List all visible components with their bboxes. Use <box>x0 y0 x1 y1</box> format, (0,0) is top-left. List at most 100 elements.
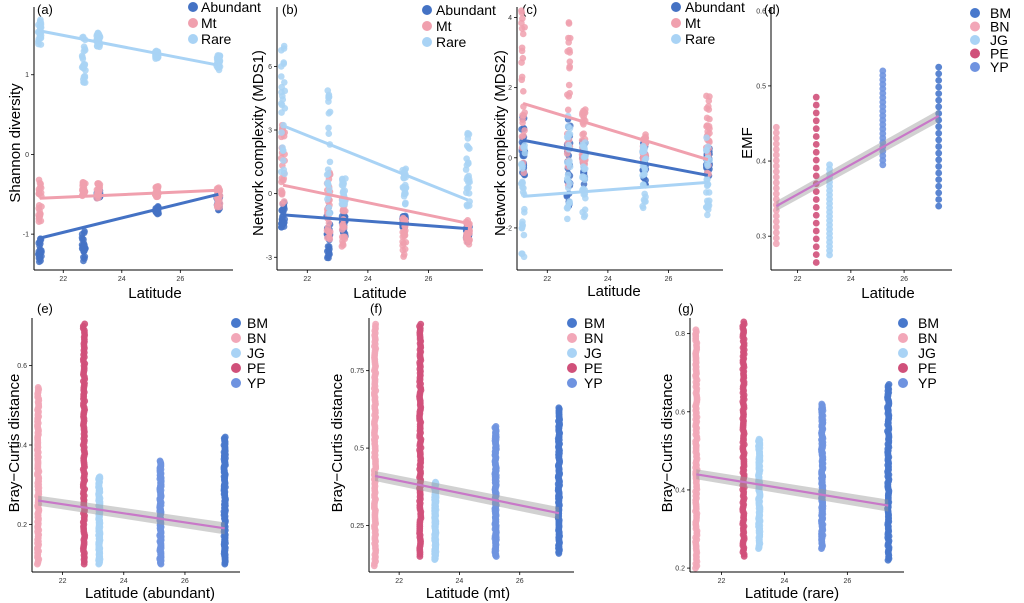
legend-label-bn: BN <box>247 330 266 346</box>
legend-label-jg: JG <box>990 32 1008 48</box>
data-point-mt <box>280 175 288 182</box>
data-point-mt <box>36 213 43 220</box>
legend-key-bn <box>231 333 241 343</box>
data-point-rare <box>563 175 571 182</box>
legend-label-abundant: Abundant <box>436 2 496 18</box>
legend-label-yp: YP <box>918 375 937 391</box>
data-point-jg <box>826 161 833 169</box>
legend-key-mt <box>422 21 432 31</box>
data-point-rare <box>521 149 529 157</box>
data-point-rare <box>325 185 333 193</box>
legend-label-rare: Rare <box>685 31 716 47</box>
legend-key-pe <box>970 48 980 59</box>
data-point-rare <box>326 158 334 166</box>
fit-line-rare <box>282 124 469 202</box>
data-point-bn <box>772 146 780 153</box>
data-point-bm <box>935 90 943 97</box>
x-tick-label: 24 <box>847 276 855 283</box>
x-tick-label: 26 <box>665 276 673 283</box>
data-point-bn <box>772 151 780 159</box>
fit-line <box>696 473 889 507</box>
data-point-abundant <box>80 229 88 237</box>
x-tick-label: 26 <box>843 578 851 585</box>
legend-label-bn: BN <box>990 19 1009 35</box>
data-point-mt <box>216 196 223 204</box>
data-point-rare <box>581 206 589 213</box>
y-axis-label: Bray−Curtis distance <box>329 374 346 513</box>
data-point-rare <box>279 147 287 154</box>
data-point-bn <box>372 320 380 328</box>
data-point-rare <box>324 87 332 94</box>
data-point-rare <box>581 165 589 172</box>
fit-line-abundant <box>282 213 468 231</box>
data-point-rare <box>703 134 710 141</box>
data-point-rare <box>401 200 409 208</box>
y-tick-label: 0.6 <box>756 8 766 15</box>
data-point-abundant <box>36 238 44 245</box>
data-point-rare <box>279 157 287 164</box>
data-point-pe <box>812 117 820 125</box>
plot-area: 22 24 26 0.2 0.4 0.6 <box>17 318 240 585</box>
legend-key-bm <box>231 318 241 328</box>
data-point-abundant <box>80 257 87 265</box>
y-tick-label: 1 <box>25 72 29 79</box>
data-point-rare <box>702 203 710 211</box>
data-point-bn <box>772 229 780 237</box>
data-point-mt <box>705 122 713 130</box>
data-point-bn <box>772 223 780 231</box>
data-point-yp <box>156 457 164 465</box>
data-point-mt <box>326 235 334 243</box>
data-point-mt <box>35 201 43 209</box>
data-point-mt <box>340 207 348 215</box>
panel-label: (c) <box>522 2 537 17</box>
fit-line <box>775 114 940 208</box>
fit-line-abundant <box>39 192 219 240</box>
x-tick-label: 24 <box>120 578 128 585</box>
data-point-mt <box>338 243 346 250</box>
legend-key-abundant <box>671 2 681 12</box>
data-point-mt <box>35 185 43 193</box>
data-point-rare <box>278 88 285 96</box>
data-point-bn <box>772 157 780 164</box>
data-point-jg <box>96 473 104 481</box>
data-point-pe <box>812 219 820 227</box>
legend-key-pe <box>898 363 908 373</box>
data-point-bn <box>772 129 780 137</box>
data-point-abundant <box>154 209 162 217</box>
data-point-mt <box>706 115 713 123</box>
y-tick-label: -1 <box>23 232 29 239</box>
data-point-mt <box>519 54 527 62</box>
data-point-rare <box>566 130 574 138</box>
y-tick-label: 0 <box>508 155 512 162</box>
data-point-mt <box>518 9 526 17</box>
legend-label-bn: BN <box>918 330 937 346</box>
legend-label-pe: PE <box>918 360 937 376</box>
data-point-rare <box>278 109 285 116</box>
legend-label-yp: YP <box>990 59 1009 75</box>
data-point-pe <box>740 318 748 326</box>
data-point-bn <box>692 326 700 334</box>
fit-line-mt <box>522 101 709 161</box>
data-point-rare <box>463 202 471 210</box>
panel-label: (a) <box>37 2 53 17</box>
data-point-rare <box>518 250 525 258</box>
legend-key-rare <box>671 34 681 44</box>
x-tick-label: 22 <box>395 578 403 585</box>
data-point-rare <box>465 175 473 183</box>
y-tick-label: 2 <box>508 85 512 92</box>
legend-key-bn <box>567 333 577 343</box>
y-tick-label: 4 <box>508 15 512 22</box>
x-axis-label: Latitude (rare) <box>745 585 839 602</box>
panel-label: (e) <box>37 301 53 316</box>
legend-label-bm: BM <box>918 315 939 331</box>
y-tick-label: 0.2 <box>675 566 685 573</box>
data-point-rare <box>639 148 646 156</box>
data-point-rare <box>520 231 528 239</box>
data-point-bm <box>885 381 893 388</box>
data-point-rare <box>579 174 586 181</box>
data-point-rare <box>216 52 224 60</box>
data-point-pe <box>812 251 820 259</box>
